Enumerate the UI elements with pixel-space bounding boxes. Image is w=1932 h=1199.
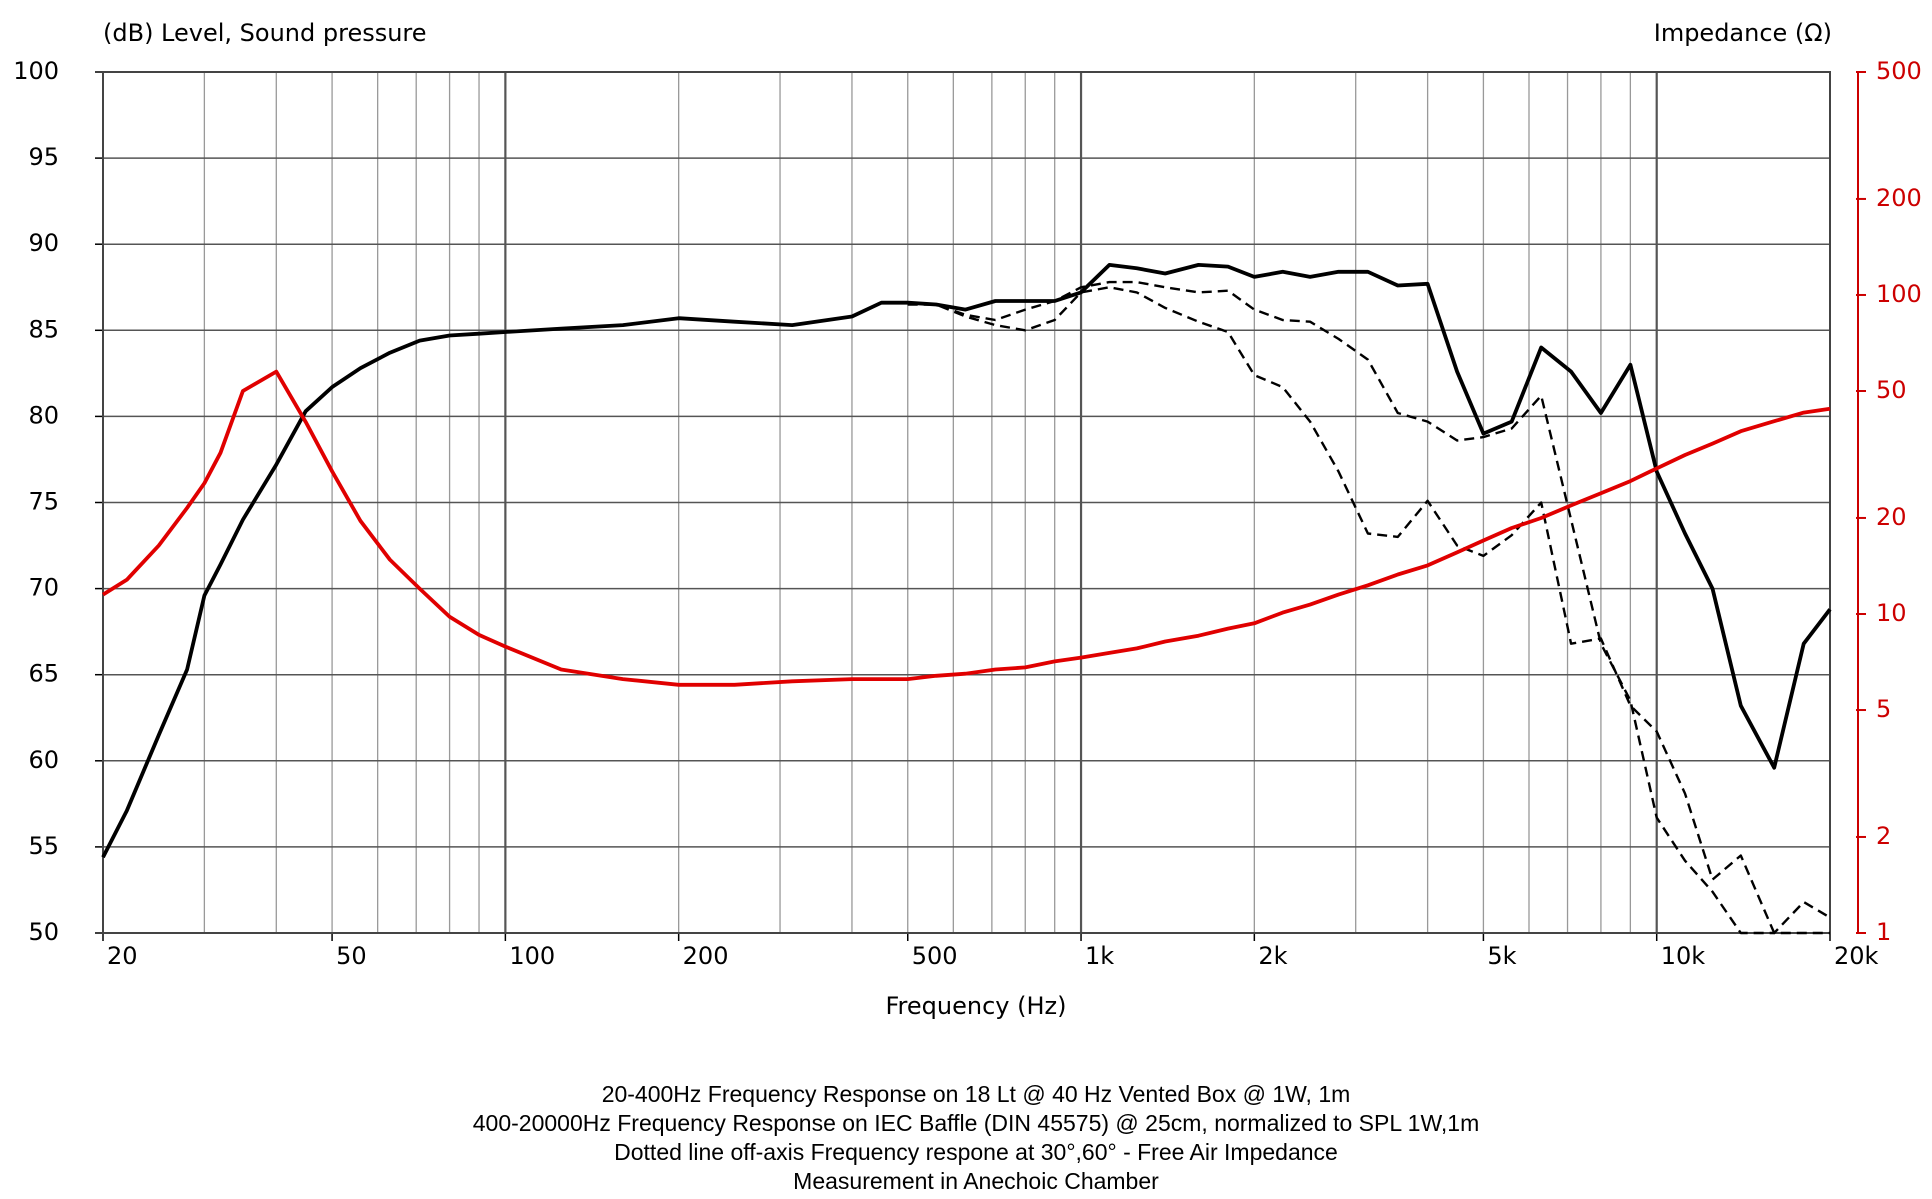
x-tick-label: 200 [683,942,729,970]
y-tick-label: 75 [28,488,59,516]
series-line [907,280,1831,935]
y2-tick-label: 5 [1876,695,1891,723]
y-tick-label: 50 [28,918,59,946]
note: Measurement in Anechoic Chamber [793,1168,1159,1194]
note: 400-20000Hz Frequency Response on IEC Ba… [473,1110,1479,1136]
x-tick-label: 5k [1487,942,1516,970]
series-line [101,369,1831,687]
y2-axis-label: Impedance (Ω) [1654,19,1832,47]
y-tick-label: 80 [28,401,59,429]
x-tick-label: 1k [1085,942,1114,970]
y2-tick-label: 50 [1876,376,1907,404]
x-tick-label: 20 [107,942,138,970]
y-tick-label: 70 [28,574,59,602]
note: 20-400Hz Frequency Response on 18 Lt @ 4… [602,1081,1351,1107]
y-tick-label: 100 [13,57,59,85]
y-tick-label: 85 [28,315,59,343]
x-tick-label: 20k [1834,942,1879,970]
y-tick-label: 90 [28,229,59,257]
plot-frame [102,71,1831,934]
series-line [907,286,1830,935]
y2-tick-label: 500 [1876,57,1922,85]
series-line [101,263,1832,859]
y-axis-label: (dB) Level, Sound pressure [103,19,427,47]
y-tick-label: 95 [28,143,59,171]
y2-tick-label: 2 [1876,822,1891,850]
y-tick-label: 65 [28,660,59,688]
y2-tick-label: 200 [1876,184,1922,212]
y-tick-label: 60 [28,746,59,774]
y2-tick-label: 1 [1876,918,1891,946]
y2-tick-label: 20 [1876,503,1907,531]
y2-tick-label: 10 [1876,599,1907,627]
x-tick-label: 100 [509,942,555,970]
x-tick-label: 500 [912,942,958,970]
x-tick-label: 10k [1661,942,1706,970]
x-tick-label: 50 [336,942,367,970]
y2-tick-label: 100 [1876,280,1922,308]
x-axis-label: Frequency (Hz) [886,992,1067,1020]
y-tick-label: 55 [28,832,59,860]
note: Dotted line off-axis Frequency respone a… [614,1139,1338,1165]
x-tick-label: 2k [1258,942,1287,970]
